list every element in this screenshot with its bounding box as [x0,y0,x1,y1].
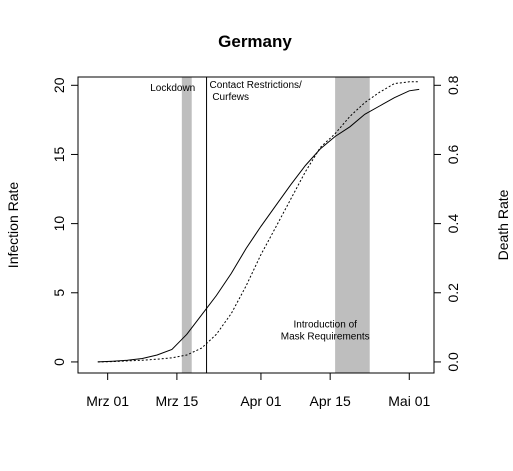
y2-axis-label: Death Rate [495,189,511,260]
chart-title: Germany [218,32,292,51]
y2-tick-label-4: 0.8 [445,75,461,95]
series-lines [97,81,420,363]
y2-tick-label-3: 0.6 [445,145,461,165]
x-tick-label-0: Mrz 01 [86,393,129,409]
y-tick-label-2: 10 [51,216,67,232]
x-axis: Mrz 01 Mrz 15 Apr 01 Apr 15 Mai 01 [86,372,430,409]
annotation-2-line-1: Mask Requirements [281,331,370,342]
series-line-1 [97,81,420,363]
annotation-1-line-0: Contact Restrictions/ [210,80,302,91]
annotation-1-line-1: Curfews [210,92,249,103]
y2-tick-label-0: 0.0 [445,352,461,372]
y-axis-label: Infection Rate [5,182,21,269]
annotations: Lockdown Contact Restrictions/ Curfews Int… [150,80,369,342]
x-tick-label-2: Apr 01 [240,393,281,409]
y-tick-label-0: 0 [51,358,67,366]
y2-tick-label-2: 0.4 [445,214,461,234]
plot-frame [77,76,435,374]
y-axis-left: 0 5 10 15 20 [51,77,79,366]
y-tick-label-3: 15 [51,146,67,162]
x-tick-label-4: Mai 01 [388,393,430,409]
y-axis-right: 0.0 0.2 0.4 0.6 0.8 [433,75,461,372]
shaded-region-0 [181,77,192,373]
annotation-0-line-0: Lockdown [150,83,195,94]
y-tick-label-1: 5 [51,289,67,297]
y-tick-label-4: 20 [51,77,67,93]
annotation-2-line-0: Introduction of [294,319,358,330]
y2-tick-label-1: 0.2 [445,283,461,303]
x-tick-label-1: Mrz 15 [155,393,198,409]
series-line-0 [97,88,420,363]
x-tick-label-3: Apr 15 [310,393,351,409]
